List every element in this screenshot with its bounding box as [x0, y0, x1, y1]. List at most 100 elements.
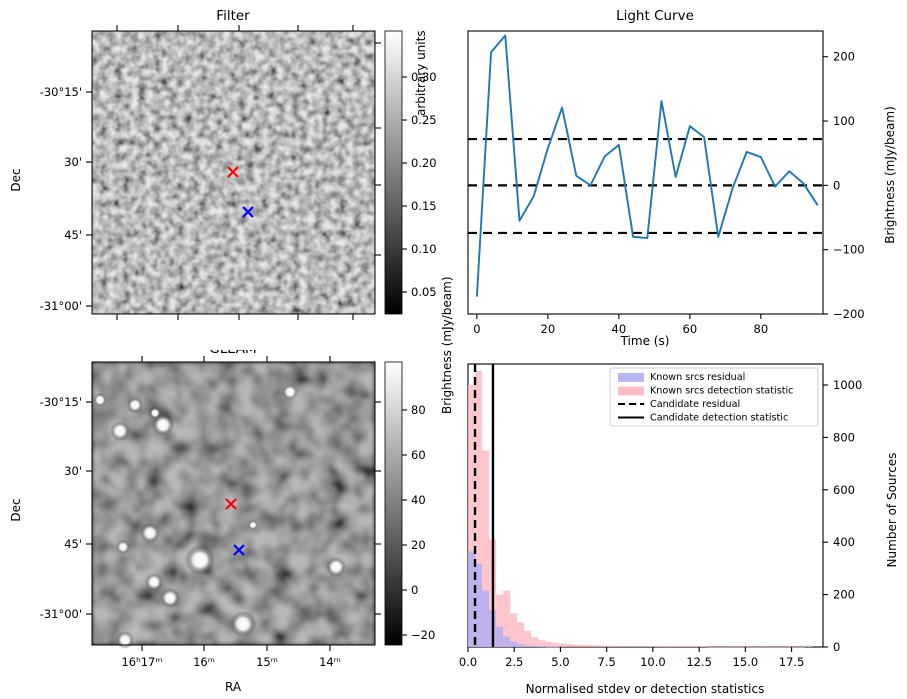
- panel-title-light-curve: Light Curve: [616, 8, 694, 24]
- filter-ytick-2: 45': [64, 228, 82, 242]
- xtick-label: 5.0: [551, 655, 569, 669]
- ytick-label: 200: [833, 588, 855, 602]
- gleam-sky-image: [91, 361, 376, 649]
- histogram-bar: [545, 646, 553, 648]
- ytick-label: 0: [833, 178, 840, 192]
- filter-colorbar: 0.05 0.10 0.15 0.20 0.25 0.30: [384, 30, 437, 315]
- histogram-bar: [699, 646, 707, 648]
- histogram-bar: [685, 646, 693, 648]
- gleam-cbar-tick-1: 0: [411, 583, 418, 597]
- xtick-label: 80: [754, 322, 769, 336]
- light-curve-axes-frame: [467, 30, 824, 315]
- histogram-bar: [664, 646, 672, 648]
- gleam-ylabel: Dec: [9, 498, 23, 521]
- red-cross-marker: [227, 166, 239, 178]
- xtick-label: 12.5: [686, 655, 712, 669]
- histogram-bar: [713, 646, 721, 648]
- gleam-cbar-tick-0: −20: [411, 628, 435, 642]
- histogram-bar: [587, 645, 595, 647]
- histogram-bar: [657, 646, 665, 648]
- histogram-bar: [552, 642, 560, 647]
- histogram-bar: [538, 646, 546, 648]
- filter-cbar-tick-4: 0.25: [411, 113, 437, 127]
- histogram-bar: [784, 646, 792, 648]
- histogram-bar: [629, 646, 637, 647]
- histogram-bar: [671, 646, 679, 648]
- histogram-bar: [566, 644, 574, 647]
- panel-histogram: 0.0 2.5 5.0 7.5 10.0 12.5 15.0 17.5 0 200 400 600 8…: [450, 350, 907, 699]
- legend-label: Known srcs residual: [650, 372, 745, 383]
- xtick-label: 20: [541, 322, 556, 336]
- histogram-bar: [545, 641, 553, 647]
- histogram-bar: [510, 613, 518, 647]
- xtick-label: 7.5: [598, 655, 616, 669]
- xtick-label: 40: [612, 322, 627, 336]
- gleam-cbar-tick-4: 60: [411, 448, 426, 462]
- blue-cross-marker: [242, 206, 254, 218]
- legend-label: Candidate detection statistic: [650, 413, 788, 424]
- histogram-bar: [517, 622, 525, 647]
- filter-ytick-1: 30': [64, 155, 82, 169]
- filter-cbar-tick-5: 0.30: [411, 70, 437, 84]
- gleam-ytick-0: -30°15': [40, 395, 82, 409]
- histogram-bar: [538, 640, 546, 647]
- xtick-label: 0: [473, 322, 480, 336]
- histogram-bar: [622, 645, 630, 647]
- histogram-bar: [482, 590, 490, 647]
- legend-swatch: [618, 386, 644, 396]
- ytick-label: 0: [833, 640, 840, 654]
- gleam-ytick-3: -31°00': [40, 607, 82, 621]
- histogram-bar: [468, 551, 476, 647]
- xtick-label: 60: [683, 322, 698, 336]
- histogram-bar: [798, 646, 806, 648]
- ytick-label: −100: [833, 243, 865, 257]
- light-curve-series: [475, 34, 819, 297]
- ytick-label: 800: [833, 430, 855, 444]
- filter-cbar-tick-2: 0.15: [411, 199, 437, 213]
- legend-box: [609, 367, 819, 427]
- histogram-bar: [734, 646, 743, 648]
- filter-axis-ticks: [86, 25, 381, 320]
- ytick-label: −200: [833, 307, 865, 321]
- histogram-bar: [468, 384, 476, 647]
- filter-cbar-tick-3: 0.20: [411, 156, 437, 170]
- histogram-bar: [524, 645, 532, 647]
- filter-colorbar-label: arbitrary units: [414, 30, 428, 116]
- legend-label: Known srcs detection statistic: [650, 386, 793, 397]
- red-cross-marker: [225, 498, 237, 510]
- histogram-ytick-labels: 0 200 400 600 800 1000: [833, 378, 862, 654]
- histogram-ylabel-right: Number of Sources: [885, 453, 899, 568]
- filter-ylabel: Dec: [9, 168, 23, 191]
- ytick-label: 1000: [833, 378, 862, 392]
- histogram-legend: Known srcs residual Known srcs detection …: [609, 367, 819, 427]
- ytick-label: 600: [833, 483, 855, 497]
- histogram-bar: [749, 646, 757, 648]
- light-curve-ticks: [476, 56, 828, 319]
- histogram-bar: [475, 370, 483, 647]
- histogram-bar: [552, 646, 560, 648]
- ytick-label: 400: [833, 535, 855, 549]
- histogram-bar: [573, 644, 581, 647]
- panel-filter-image: Filter -30°15' 30' 45' -31°00' Dec 0.0: [0, 0, 450, 350]
- histogram-bar: [559, 643, 567, 647]
- gleam-ytick-1: 30': [64, 464, 82, 478]
- histogram-ticks: [467, 384, 828, 652]
- light-curve-xlabel: Time (s): [620, 334, 670, 348]
- histogram-bar: [756, 646, 764, 648]
- histogram-bar: [720, 646, 728, 648]
- histogram-bar: [510, 641, 518, 647]
- gleam-axis-ticks: [86, 356, 381, 651]
- gleam-colorbar: −20 0 20 40 60 80: [384, 361, 435, 646]
- legend-label: Candidate residual: [650, 399, 740, 410]
- panel-light-curve: Light Curve 0 20 40 60 80 −200 −100 0 100 200 Ti…: [450, 0, 907, 350]
- histogram-bar: [643, 646, 651, 647]
- histogram-bar: [601, 645, 609, 647]
- filter-cbar-tick-1: 0.10: [411, 242, 437, 256]
- legend-swatch: [618, 373, 644, 382]
- histogram-bar: [503, 590, 511, 647]
- histogram-bar: [763, 646, 771, 648]
- gleam-image-svg: GLEAM -30°15' 30' 45' -31°00' 16ʰ17ᵐ 16ᵐ…: [9, 350, 435, 694]
- histogram-bar: [692, 646, 700, 648]
- histogram-bar: [496, 594, 504, 647]
- gleam-xtick-3: 14ᵐ: [319, 655, 341, 669]
